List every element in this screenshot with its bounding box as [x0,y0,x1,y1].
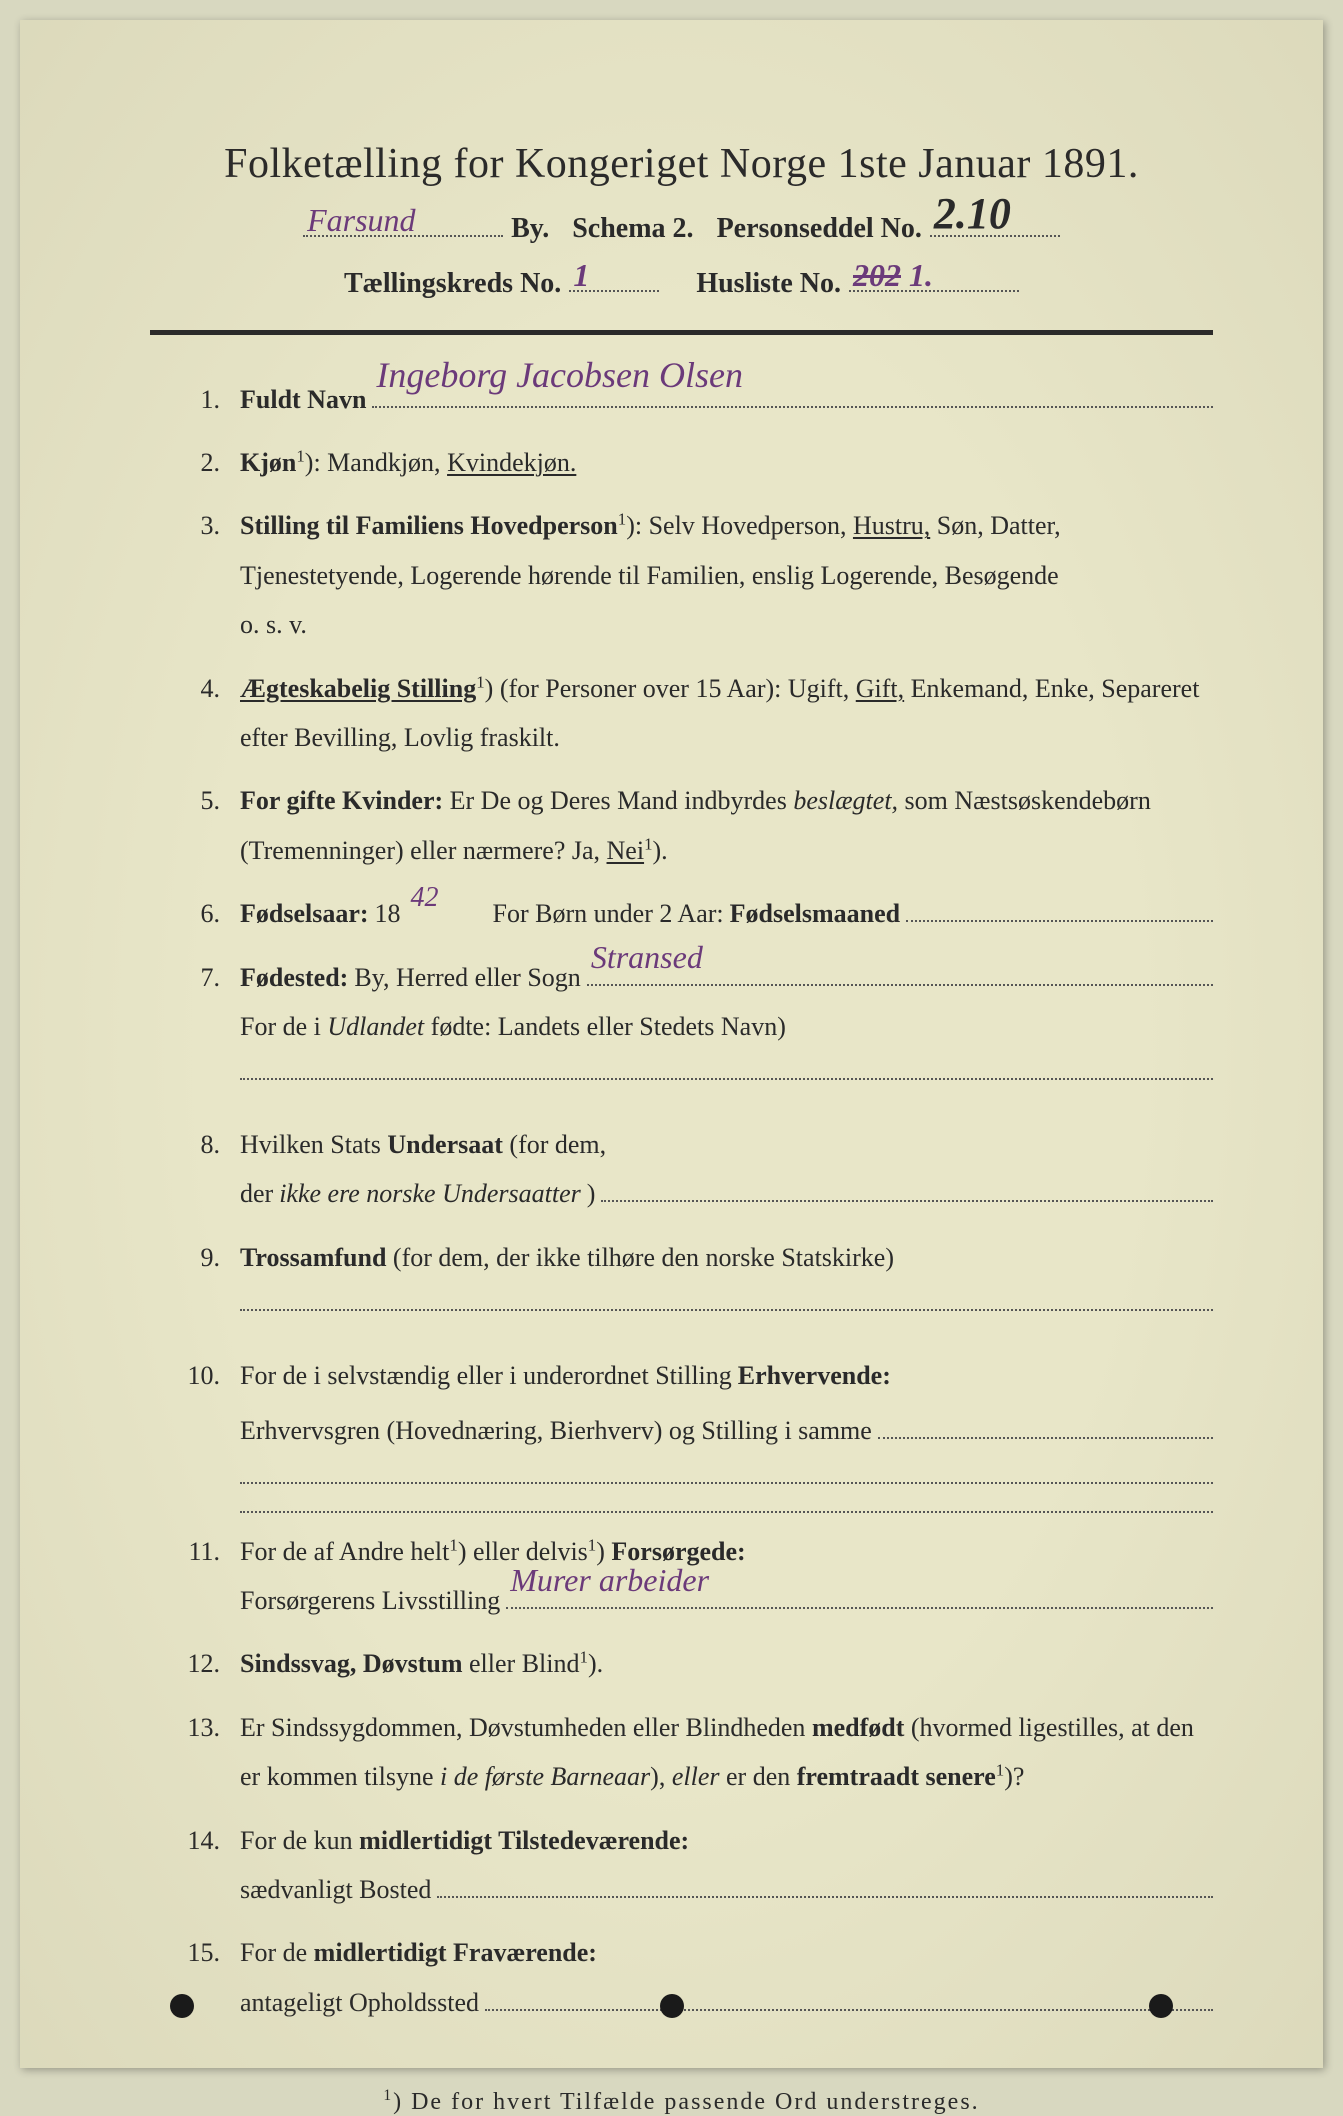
husliste-field: 202 1. [849,261,1019,292]
item-num: 1. [180,375,240,424]
by-label: By. [511,213,549,245]
item-5: 5. For gifte Kvinder: Er De og Deres Man… [180,776,1213,875]
item-4: 4. Ægteskabelig Stilling1) (for Personer… [180,664,1213,763]
item-8: 8. Hvilken Stats Undersaat (for dem, der… [180,1120,1213,1219]
item-12: 12. Sindssvag, Døvstum eller Blind1). [180,1639,1213,1688]
kreds-label: Tællingskreds No. [344,268,561,300]
item-9: 9. Trossamfund (for dem, der ikke tilhør… [180,1233,1213,1311]
item-11: 11. For de af Andre helt1) eller delvis1… [180,1527,1213,1626]
item-num: 6. [180,889,240,938]
census-form-page: Folketælling for Kongeriget Norge 1ste J… [20,20,1323,2068]
provider-field: Murer arbeider [506,1580,1213,1609]
selected-option: Hustru, [853,511,930,540]
item-label: Undersaat [387,1130,503,1159]
abroad-field [240,1051,1213,1080]
name-field: Ingeborg Jacobsen Olsen [372,379,1213,408]
item-num: 11. [180,1527,240,1626]
item-label: midlertidigt Tilstedeværende: [359,1826,689,1855]
item-num: 7. [180,953,240,1080]
name-value: Ingeborg Jacobsen Olsen [376,341,743,409]
item-label: Trossamfund [240,1243,386,1272]
item-7: 7. Fødested: By, Herred eller Sogn Stran… [180,953,1213,1080]
item-13: 13. Er Sindssygdommen, Døvstumheden elle… [180,1703,1213,1802]
kreds-value: 1 [573,257,589,294]
subtitle-row-2: Tællingskreds No. 1 Husliste No. 202 1. [150,261,1213,300]
item-14: 14. For de kun midlertidigt Tilstedevære… [180,1816,1213,1915]
birthplace-value: Stransed [591,927,703,988]
item-num: 5. [180,776,240,875]
item-15: 15. For de midlertidigt Fraværende: anta… [180,1928,1213,2027]
page-title: Folketælling for Kongeriget Norge 1ste J… [150,140,1213,188]
schema-label: Schema 2. [572,213,693,245]
personseddel-field: 2.10 [930,206,1060,237]
month-field [906,894,1213,923]
subtitle-row-1: Farsund By. Schema 2. Personseddel No. 2… [150,206,1213,245]
item-num: 9. [180,1233,240,1311]
item-label: Fødselsaar: [240,889,369,938]
item-label: Ægteskabelig Stilling [240,674,476,703]
personseddel-label: Personseddel No. [717,213,922,245]
item-label: Kjøn [240,448,296,477]
item-label: Stilling til Familiens Hovedperson [240,511,618,540]
item-label: Fuldt Navn [240,375,366,424]
punch-hole-icon [660,1994,684,2018]
occupation-field-3 [240,1484,1213,1513]
item-10: 10. For de i selvstændig eller i underor… [180,1351,1213,1513]
punch-hole-icon [170,1994,194,2018]
item-3: 3. Stilling til Familiens Hovedperson1):… [180,501,1213,649]
item-num: 14. [180,1816,240,1915]
item-label-2: fremtraadt senere [797,1762,996,1791]
city-field: Farsund [303,206,503,237]
item-num: 8. [180,1120,240,1219]
selected-option: Gift, [856,674,904,703]
personseddel-value: 2.10 [934,188,1011,239]
item-num: 4. [180,664,240,763]
state-field [601,1174,1213,1203]
item-num: 2. [180,438,240,487]
item-num: 10. [180,1351,240,1513]
item-1: 1. Fuldt Navn Ingeborg Jacobsen Olsen [180,375,1213,424]
year-field: 42 [407,894,487,923]
item-num: 12. [180,1639,240,1688]
birthplace-field: Stransed [587,957,1213,986]
item-2: 2. Kjøn1): Mandkjøn, Kvindekjøn. [180,438,1213,487]
form-items: 1. Fuldt Navn Ingeborg Jacobsen Olsen 2.… [150,375,1213,2028]
residence-field [437,1869,1213,1898]
footnote: 1) De for hvert Tilfælde passende Ord un… [150,2087,1213,2116]
divider [150,330,1213,335]
selected-option: Nei [607,836,645,865]
year-value: 42 [411,871,439,924]
item-label: medfødt [812,1713,904,1742]
item-label: Erhvervende: [738,1351,891,1400]
selected-option: Kvindekjøn. [447,448,576,477]
religion-field [240,1282,1213,1311]
item-label: For gifte Kvinder: [240,786,443,815]
punch-hole-icon [1149,1994,1173,2018]
item-label-2: Fødselsmaaned [730,889,900,938]
item-label: Fødested: [240,953,348,1002]
whereabouts-field [485,1982,1213,2011]
kreds-field: 1 [569,261,659,292]
occupation-field-2 [240,1455,1213,1484]
item-label: midlertidigt Fraværende: [314,1938,597,1967]
provider-value: Murer arbeider [510,1550,709,1611]
item-label: Sindssvag, Døvstum [240,1649,463,1678]
item-num: 13. [180,1703,240,1802]
husliste-value: 202 1. [853,257,933,294]
husliste-label: Husliste No. [696,268,841,300]
occupation-field [878,1410,1213,1439]
item-num: 3. [180,501,240,649]
city-value: Farsund [307,202,415,239]
